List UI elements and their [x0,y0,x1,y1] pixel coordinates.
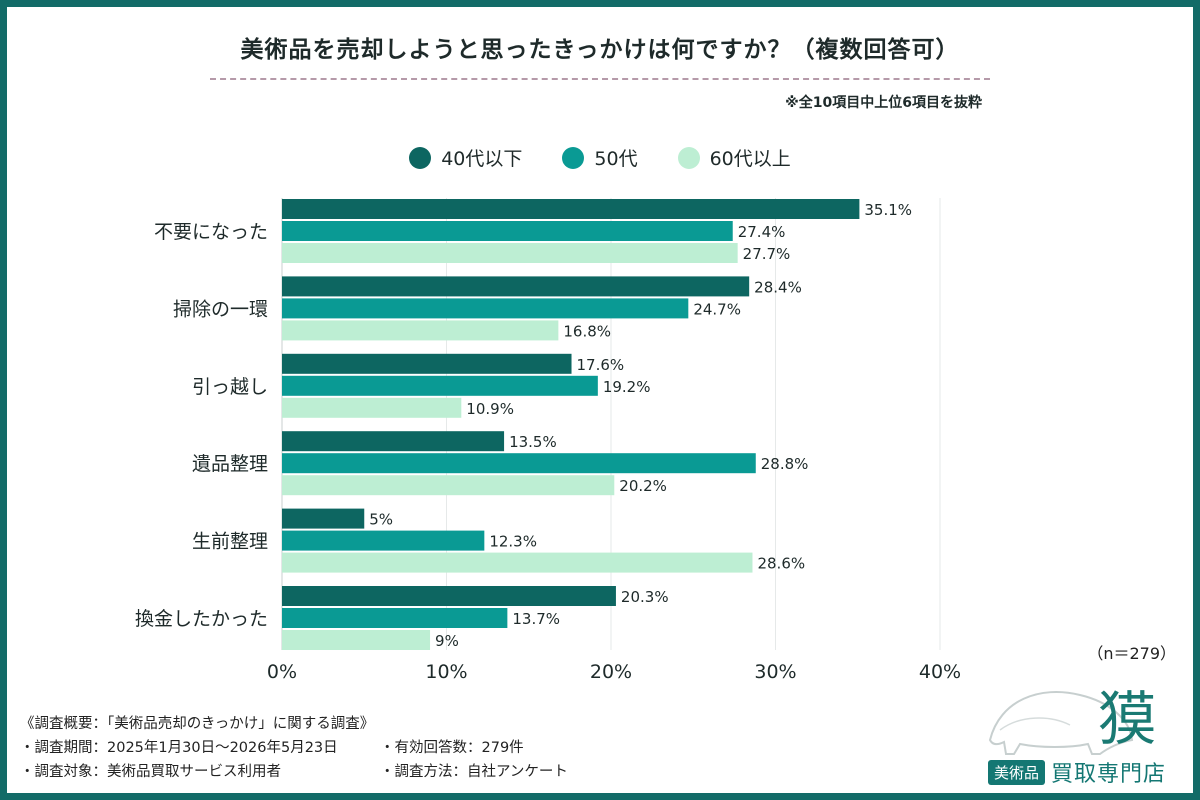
data-label: 20.2% [619,477,667,495]
bar-2 [282,453,756,474]
bar-1 [282,276,750,297]
data-label: 35.1% [864,201,912,219]
category-label: 不要になった [154,221,268,243]
logo-text: 買取専門店 [1051,762,1167,787]
data-label: 27.4% [738,223,786,241]
legend-swatch-series-2 [562,146,585,169]
data-label: 19.2% [603,378,651,396]
category-label: 生前整理 [192,531,268,553]
survey-target: ・調査対象：美術品買取サービス利用者 [20,764,281,780]
title-divider [210,78,990,80]
data-label: 27.7% [743,245,791,263]
bar-1 [282,353,572,374]
legend-swatch-series-1 [409,146,432,169]
subset-note: ※全10項目中上位6項目を抜粋 [785,95,982,111]
legend: 40代以下 50代 60代以上 [0,144,1200,171]
bar-2 [282,221,733,241]
bar-1 [282,199,860,219]
survey-summary: 《調査概要：「美術品売却のきっかけ」に関する調査》 [20,716,375,732]
logo-kanji: 獏 [1098,685,1157,753]
legend-item-series-3: 60代以上 [677,144,791,171]
data-label: 10.9% [466,400,514,418]
bar-2 [282,608,508,628]
legend-item-series-2: 50代 [562,144,638,171]
chart-title: 美術品を売却しようと思ったきっかけは何ですか？（複数回答可） [240,37,960,63]
legend-label-series-1: 40代以下 [441,148,523,170]
legend-item-series-1: 40代以下 [409,144,522,171]
x-tick-label: 40% [919,661,961,683]
data-label: 16.8% [563,322,611,340]
data-label: 13.5% [509,433,557,451]
survey-period: ・調査期間：2025年1月30日〜2026年5月23日 [20,740,338,756]
data-label: 20.3% [621,588,669,606]
bar-2 [282,298,689,319]
x-tick-label: 10% [425,661,467,683]
data-label: 12.3% [489,533,537,551]
category-label: 換金したかった [135,608,268,630]
survey-method: ・調査方法：自社アンケート [380,764,568,780]
bar-3 [282,552,753,573]
logo-animal-illustration [988,691,1134,755]
x-tick-label: 20% [590,661,632,683]
x-tick-label: 0% [267,661,297,683]
bar-1 [282,431,505,452]
legend-label-series-2: 50代 [594,148,638,170]
data-label: 28.8% [761,455,809,473]
bar-2 [282,375,598,396]
data-label: 13.7% [512,610,560,628]
logo-badge: 美術品 [988,759,1046,785]
data-label: 9% [435,632,459,650]
data-label: 17.6% [577,356,625,374]
bar-3 [282,630,431,650]
bar-1 [282,508,365,529]
category-label: 引っ越し [192,376,268,398]
data-label: 28.6% [757,555,805,573]
x-tick-label: 30% [754,661,796,683]
survey-valid-count: ・有効回答数：279件 [380,740,524,756]
bar-3 [282,397,462,418]
data-label: 28.4% [754,278,802,296]
bar-3 [282,320,559,341]
bar-2 [282,530,485,551]
legend-label-series-3: 60代以上 [709,148,791,170]
bar-3 [282,243,738,263]
data-label: 24.7% [693,300,741,318]
legend-swatch-series-3 [677,146,700,169]
survey-footer: 《調査概要：「美術品売却のきっかけ」に関する調査》 ・調査期間：2025年1月3… [20,712,568,784]
logo: 美術品 買取専門店 [988,756,1166,788]
category-label: 遺品整理 [192,453,268,475]
data-label: 5% [369,511,393,529]
sample-size-label: （n＝279） [1087,644,1176,663]
bar-1 [282,586,616,606]
category-label: 掃除の一環 [173,298,268,320]
bar-3 [282,475,615,496]
